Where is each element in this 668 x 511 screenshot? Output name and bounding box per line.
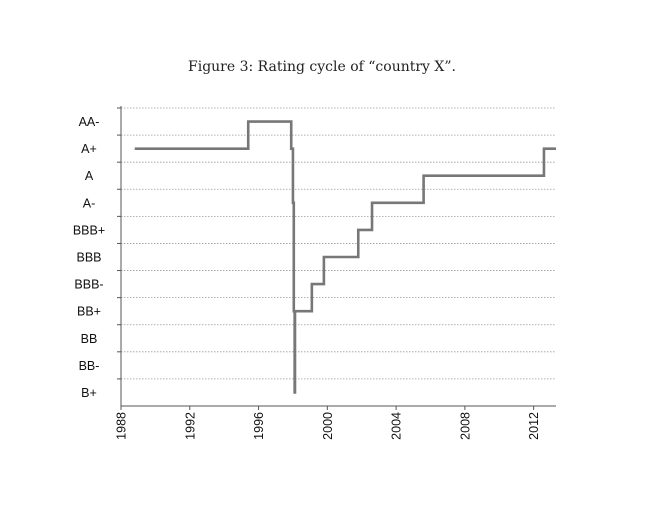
x-tick-label: 2000 xyxy=(321,412,335,440)
x-tick-label: 2008 xyxy=(458,412,472,440)
y-tick-label: BBB xyxy=(76,251,101,265)
figure-caption: Figure 3: Rating cycle of “country X”. xyxy=(188,59,456,75)
x-tick-label: 2012 xyxy=(527,412,541,440)
x-tick-label: 1992 xyxy=(183,412,197,440)
y-tick-label: BB xyxy=(81,332,98,346)
axes xyxy=(117,106,556,410)
x-tick-labels: 1988 1992 1996 2000 2004 2008 2012 xyxy=(115,412,542,440)
y-tick-label: AA- xyxy=(79,115,100,129)
y-tick-label: BB+ xyxy=(77,305,101,319)
y-tick-label: A xyxy=(85,169,94,183)
y-tick-labels: B+ BB- BB BB+ BBB- BBB BBB+ A- A A+ AA- xyxy=(73,115,105,400)
x-tick-label: 1988 xyxy=(115,412,129,440)
grid-lines xyxy=(121,107,556,380)
y-tick-label: BB- xyxy=(79,359,100,373)
y-tick-label: BBB- xyxy=(74,278,103,292)
rating-series-line xyxy=(134,120,556,394)
x-tick-label: 1996 xyxy=(252,412,266,440)
y-tick-label: A+ xyxy=(81,142,97,156)
x-tick-label: 2004 xyxy=(390,412,404,440)
y-tick-label: A- xyxy=(83,196,96,210)
y-tick-label: B+ xyxy=(81,386,97,400)
series-layer xyxy=(134,120,556,394)
y-tick-label: BBB+ xyxy=(73,223,105,237)
